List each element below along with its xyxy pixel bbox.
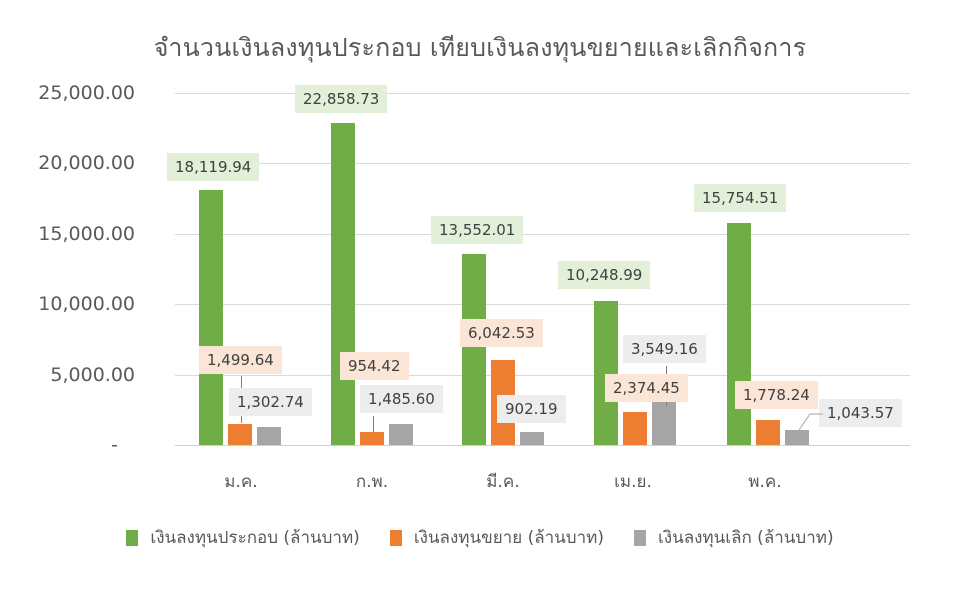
x-label-apr: เม.ย.: [614, 472, 652, 492]
legend-item-establish[interactable]: เงินลงทุนประกอบ (ล้านบาท): [126, 524, 360, 551]
bar-establish-0: [199, 190, 223, 445]
bar-close-2: [520, 432, 544, 445]
x-label-feb: ก.พ.: [355, 472, 389, 492]
data-label-gray-apr: 3,549.16: [623, 335, 706, 363]
gridline: [175, 375, 910, 376]
legend-label: เงินลงทุนประกอบ (ล้านบาท): [150, 528, 360, 548]
bar-close-0: [257, 427, 281, 445]
x-label-may: พ.ค.: [748, 472, 782, 492]
data-label-orange-mar: 6,042.53: [460, 319, 543, 347]
y-tick-0: -: [111, 434, 118, 456]
bar-close-1: [389, 424, 413, 445]
bar-expand-4: [756, 420, 780, 445]
data-label-green-jan: 18,119.94: [167, 153, 260, 181]
legend-swatch-green-icon: [126, 529, 139, 546]
bar-close-3: [652, 395, 676, 445]
gridline: [175, 234, 910, 235]
bar-establish-3: [594, 301, 618, 445]
legend-item-expand[interactable]: เงินลงทุนขยาย (ล้านบาท): [389, 524, 604, 551]
data-label-orange-apr: 2,374.45: [605, 374, 688, 402]
gridline: [175, 163, 910, 164]
legend-label: เงินลงทุนขยาย (ล้านบาท): [413, 528, 604, 548]
data-label-gray-feb: 1,485.60: [360, 385, 443, 413]
legend-swatch-orange-icon: [389, 529, 402, 546]
data-label-gray-jan: 1,302.74: [229, 388, 312, 416]
legend-item-close[interactable]: เงินลงทุนเลิก (ล้านบาท): [633, 524, 834, 551]
data-label-green-may: 15,754.51: [694, 184, 787, 212]
data-label-orange-feb: 954.42: [340, 352, 409, 380]
legend-label: เงินลงทุนเลิก (ล้านบาท): [657, 528, 834, 548]
data-label-gray-may: 1,043.57: [819, 399, 902, 427]
x-label-jan: ม.ค.: [224, 472, 258, 492]
gridline: [175, 93, 910, 94]
data-label-green-apr: 10,248.99: [558, 261, 651, 289]
bar-close-4: [785, 430, 809, 445]
data-label-orange-may: 1,778.24: [735, 381, 818, 409]
y-tick-15000: 15,000.00: [38, 223, 135, 245]
leader-line: [373, 416, 374, 432]
bar-establish-2: [462, 254, 486, 445]
bar-establish-4: [727, 223, 751, 445]
data-label-orange-jan: 1,499.64: [199, 346, 282, 374]
chart-title: จำนวนเงินลงทุนประกอบ เทียบเงินลงทุนขยายแ…: [153, 33, 807, 62]
bar-establish-1: [331, 123, 355, 445]
y-tick-20000: 20,000.00: [38, 152, 135, 174]
leader-line: [796, 413, 823, 434]
data-label-green-feb: 22,858.73: [295, 85, 388, 113]
legend-swatch-gray-icon: [633, 529, 646, 546]
legend: เงินลงทุนประกอบ (ล้านบาท) เงินลงทุนขยาย …: [0, 524, 960, 551]
y-tick-25000: 25,000.00: [38, 82, 135, 104]
x-label-mar: มี.ค.: [486, 472, 520, 492]
data-label-gray-mar: 902.19: [497, 395, 566, 423]
bar-expand-3: [623, 412, 647, 445]
y-tick-10000: 10,000.00: [38, 293, 135, 315]
gridline: [175, 304, 910, 305]
y-tick-5000: 5,000.00: [50, 364, 135, 386]
bar-expand-0: [228, 424, 252, 445]
bar-expand-1: [360, 432, 384, 445]
x-axis-line: [175, 445, 910, 446]
data-label-green-mar: 13,552.01: [431, 216, 524, 244]
